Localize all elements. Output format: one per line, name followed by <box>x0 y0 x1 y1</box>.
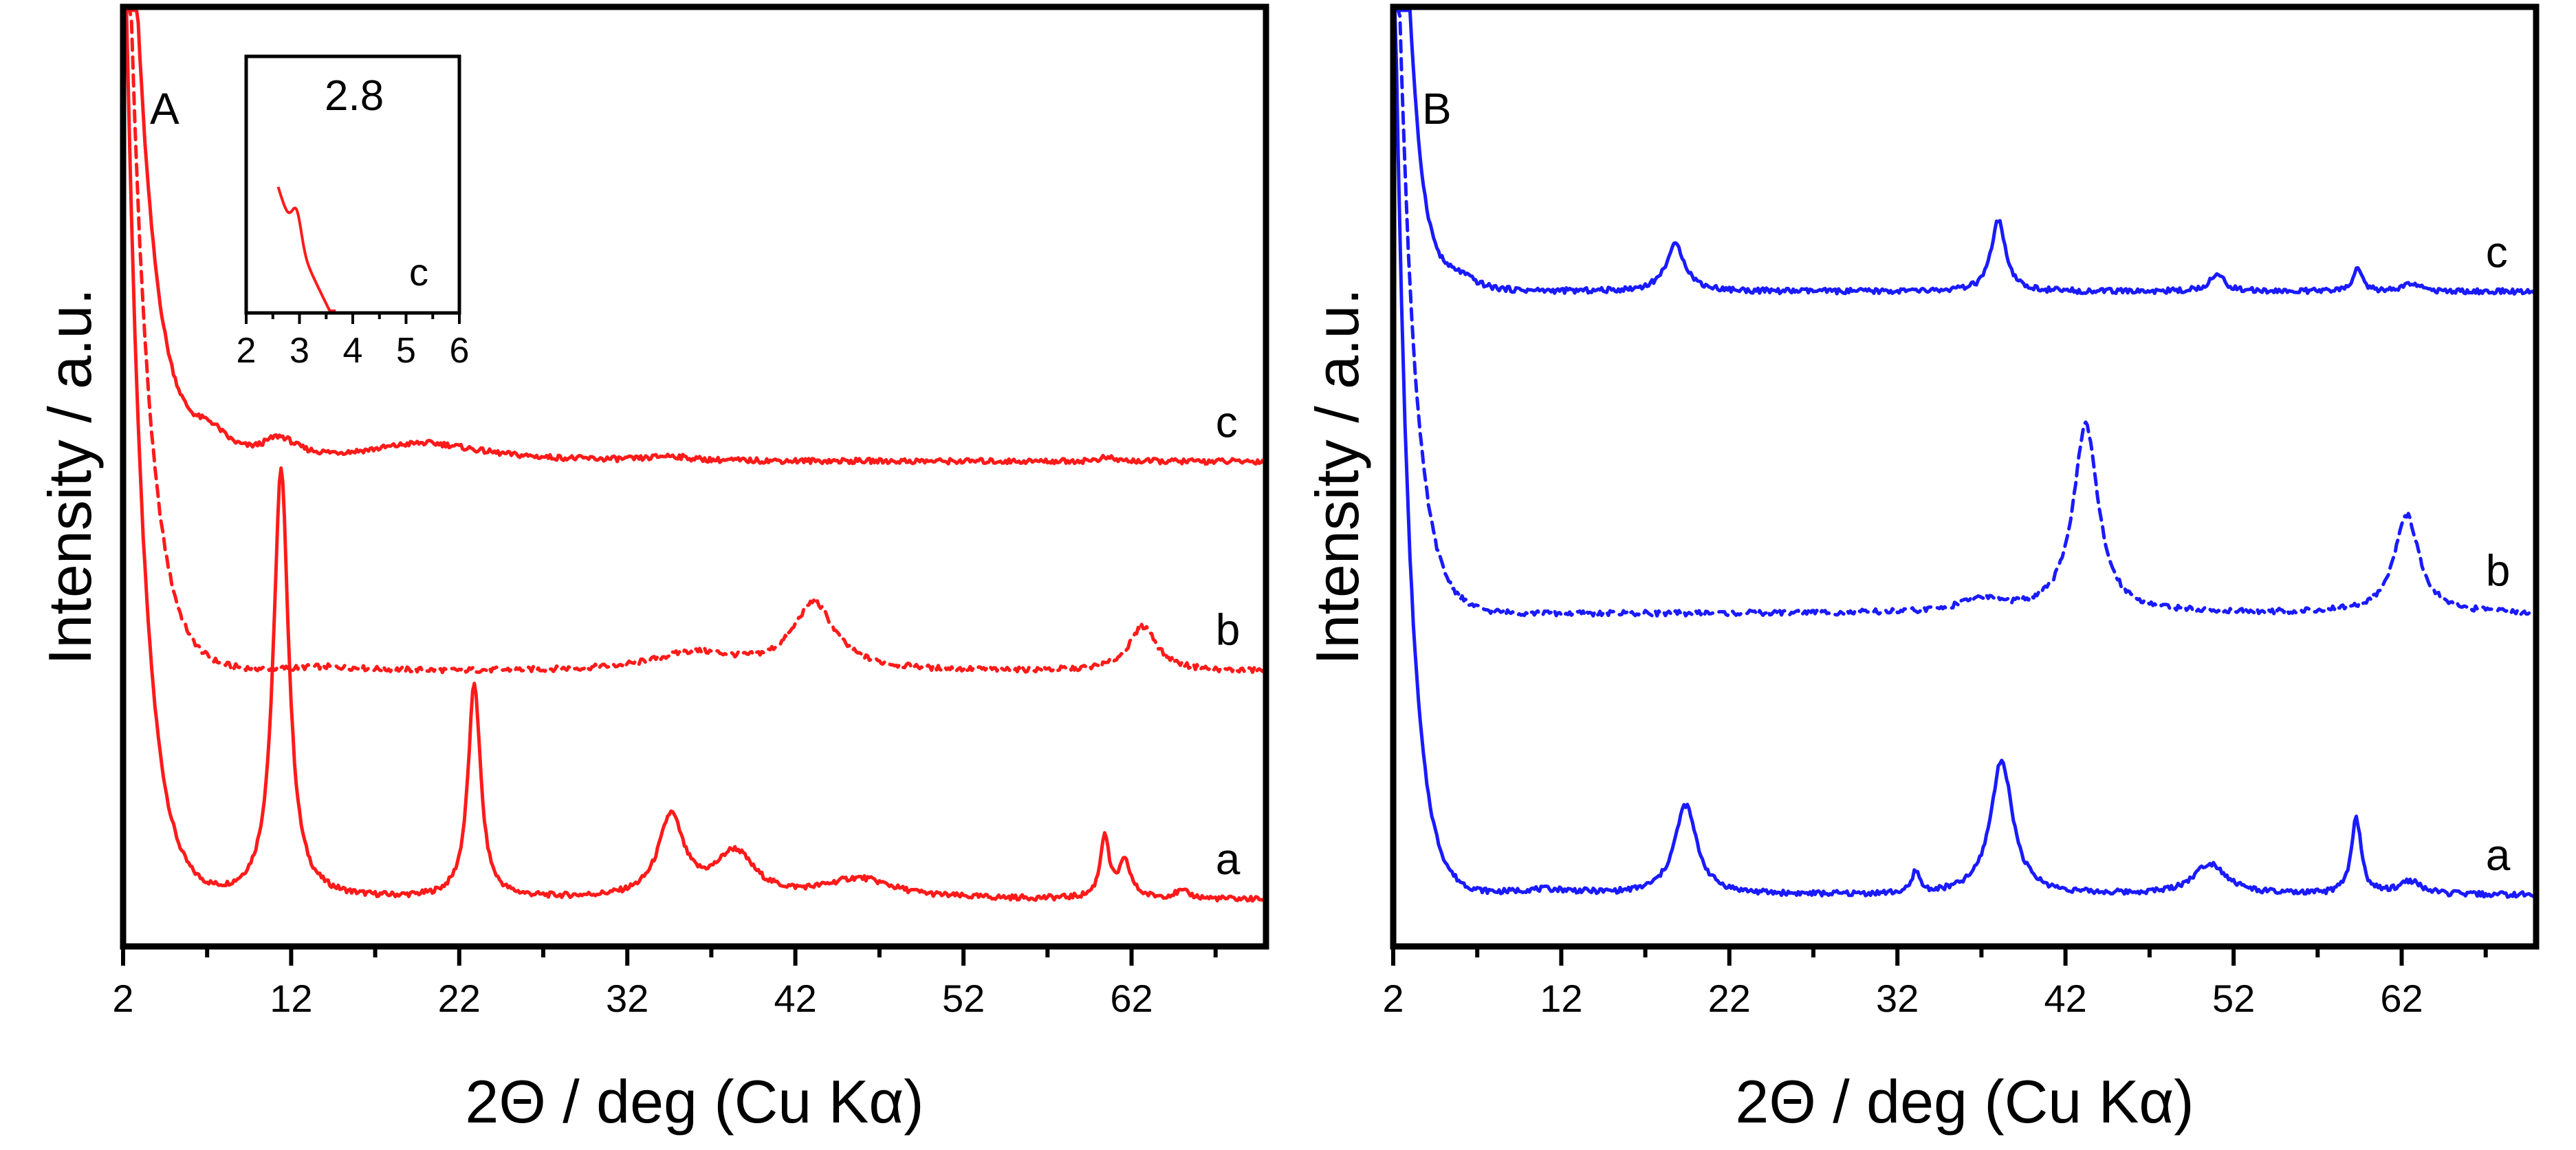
x-tick-label-22: 22 <box>438 977 481 1020</box>
panel-b-label: B <box>1422 84 1452 133</box>
panel-a-plot-area <box>121 8 1268 903</box>
x-tick-label-22: 22 <box>1708 977 1751 1020</box>
inset-x-tick-label-2: 2 <box>237 331 256 371</box>
panel-a-y-axis-label: Intensity / a.u. <box>36 288 104 665</box>
panel-a-x-tick-labels: 2 12 22 32 42 52 62 <box>112 977 1153 1020</box>
x-tick-label-52: 52 <box>2212 977 2255 1020</box>
trace-series-a <box>1391 8 2538 900</box>
x-tick-label-12: 12 <box>270 977 312 1020</box>
panel-a: 2 12 22 32 42 52 62 abc A 2Θ / deg (Cu Kα) Int… <box>36 3 1269 1136</box>
x-tick-label-32: 32 <box>606 977 648 1020</box>
inset-x-tick-label-5: 5 <box>396 331 416 371</box>
series-label-c: c <box>1216 398 1238 447</box>
series-label-b: b <box>1216 605 1241 655</box>
panel-a-label: A <box>150 84 179 133</box>
x-tick-label-12: 12 <box>1540 977 1582 1020</box>
series-label-b: b <box>2486 546 2511 596</box>
panel-b-series-labels: a b c <box>2486 228 2511 880</box>
inset-trace <box>276 186 336 312</box>
x-tick-label-52: 52 <box>942 977 985 1020</box>
inset-x-tick-label-4: 4 <box>343 331 363 371</box>
trace-series-c <box>121 8 1268 466</box>
trace-series-c <box>1391 8 2538 296</box>
x-tick-label-62: 62 <box>2380 977 2423 1020</box>
series-label-a: a <box>1216 834 1241 884</box>
x-tick-label-42: 42 <box>774 977 816 1020</box>
panel-b-traces <box>1391 8 2538 900</box>
inset-peak-annotation: 2.8 <box>325 72 384 120</box>
x-tick-label-2: 2 <box>112 977 133 1020</box>
trace-series-a <box>121 8 1268 903</box>
panel-b-x-tick-labels: 2 12 22 32 42 52 62 <box>1382 977 2423 1020</box>
panel-a-traces <box>121 8 1268 903</box>
series-label-c: c <box>2486 228 2508 277</box>
panel-b-x-axis-label: 2Θ / deg (Cu Kα) <box>1735 1067 2194 1136</box>
panel-b: 2 12 22 32 42 52 62 a b c B 2Θ / deg (Cu Kα) Int… <box>1303 3 2540 1136</box>
inset-x-tick-label-6: 6 <box>450 331 470 371</box>
panel-a-frame <box>120 3 1269 950</box>
panel-b-plot-area <box>1391 8 2538 900</box>
panel-b-y-axis-label: Intensity / a.u. <box>1303 288 1371 665</box>
series-label-a: a <box>2486 830 2511 880</box>
panel-a-series-labels: a b c <box>1216 398 1241 884</box>
panel-a-x-axis-label: 2Θ / deg (Cu Kα) <box>465 1067 924 1136</box>
panel-b-frame <box>1390 3 2540 950</box>
trace-series-b <box>121 8 1268 675</box>
inset-x-tick-label-3: 3 <box>290 331 309 371</box>
x-tick-label-62: 62 <box>1110 977 1153 1020</box>
x-tick-label-42: 42 <box>2044 977 2086 1020</box>
trace-series-b <box>1391 8 2538 618</box>
inset-series-label: c <box>409 250 428 294</box>
x-tick-label-2: 2 <box>1382 977 1404 1020</box>
panel-b-x-ticks <box>1391 946 2488 966</box>
x-tick-label-32: 32 <box>1876 977 1919 1020</box>
inset-x-ticks <box>245 313 461 324</box>
inset-trace-series-c <box>276 186 336 312</box>
panel-a-x-ticks <box>121 946 1218 966</box>
